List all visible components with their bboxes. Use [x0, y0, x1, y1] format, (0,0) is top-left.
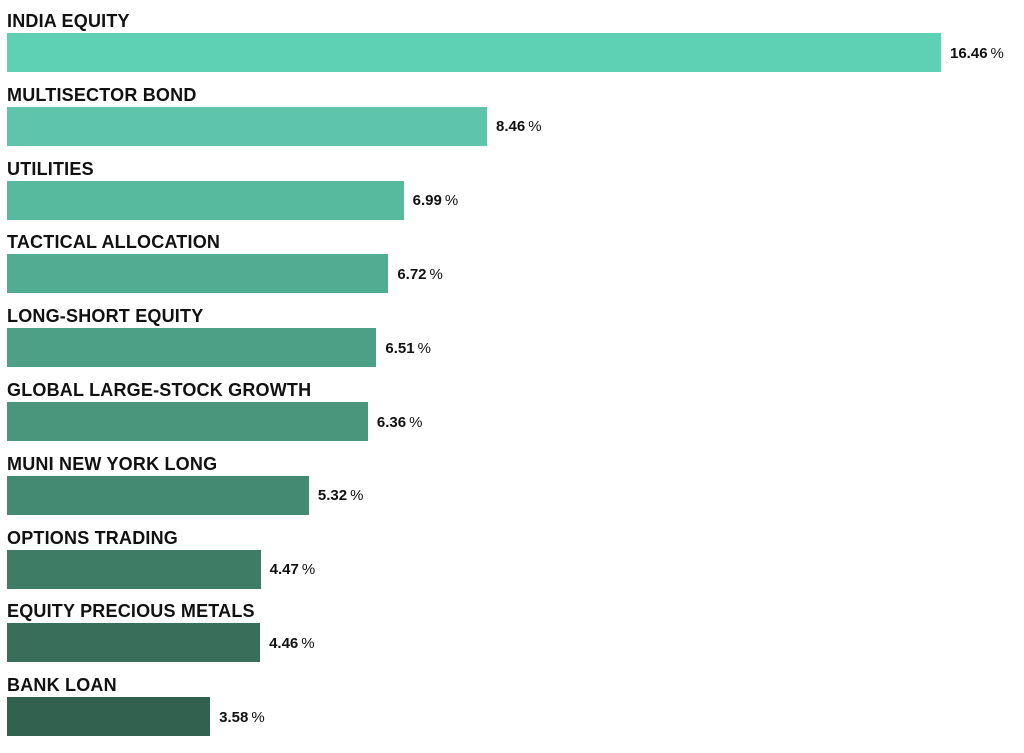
value-unit: % [429, 265, 443, 283]
category-label: EQUITY PRECIOUS METALS [7, 601, 255, 622]
category-label: UTILITIES [7, 158, 94, 179]
value-number: 6.99 [412, 192, 442, 210]
bar [7, 33, 941, 72]
value-label: 8.46% [496, 118, 542, 136]
value-unit: % [409, 413, 423, 431]
value-unit: % [301, 561, 316, 579]
value-label: 4.47% [270, 561, 316, 579]
bar [7, 475, 309, 515]
bar [7, 623, 261, 663]
value-number: 4.46 [269, 634, 299, 652]
category-label: INDIA EQUITY [7, 11, 130, 31]
value-label: 6.99% [413, 192, 459, 210]
category-label: MULTISECTOR BOND [7, 84, 197, 105]
value-unit: % [417, 339, 431, 357]
value-number: 6.72 [397, 265, 427, 283]
bar [7, 106, 488, 146]
category-label: MUNI NEW YORK LONG [7, 453, 218, 474]
category-label: TACTICAL ALLOCATION [7, 232, 221, 253]
bar [7, 402, 368, 441]
value-label: 6.72% [397, 266, 443, 284]
category-label: LONG-SHORT EQUITY [7, 306, 204, 327]
value-label: 4.46% [269, 635, 315, 653]
value-number: 4.47 [269, 561, 299, 579]
bar [7, 254, 389, 294]
value-number: 3.58 [219, 708, 249, 726]
value-number: 6.36 [376, 413, 407, 431]
value-label: 6.36% [377, 414, 423, 432]
value-number: 16.46 [950, 44, 988, 62]
category-label: GLOBAL LARGE-STOCK GROWTH [7, 380, 312, 400]
bar [7, 328, 377, 368]
value-unit: % [251, 708, 265, 726]
value-unit: % [528, 118, 542, 136]
value-unit: % [990, 44, 1004, 62]
value-unit: % [444, 192, 459, 210]
value-number: 8.46 [496, 118, 526, 136]
value-unit: % [301, 634, 315, 652]
value-label: 3.58% [219, 709, 265, 727]
value-number: 5.32 [317, 487, 348, 505]
value-unit: % [350, 487, 364, 505]
value-number: 6.51 [385, 339, 415, 357]
category-label: BANK LOAN [7, 675, 117, 696]
value-label: 6.51% [385, 340, 431, 358]
bar [7, 549, 261, 589]
value-label: 16.46% [950, 45, 1004, 63]
bar [7, 180, 404, 220]
value-label: 5.32% [318, 487, 364, 505]
bar [7, 697, 211, 737]
category-label: OPTIONS TRADING [7, 527, 179, 548]
